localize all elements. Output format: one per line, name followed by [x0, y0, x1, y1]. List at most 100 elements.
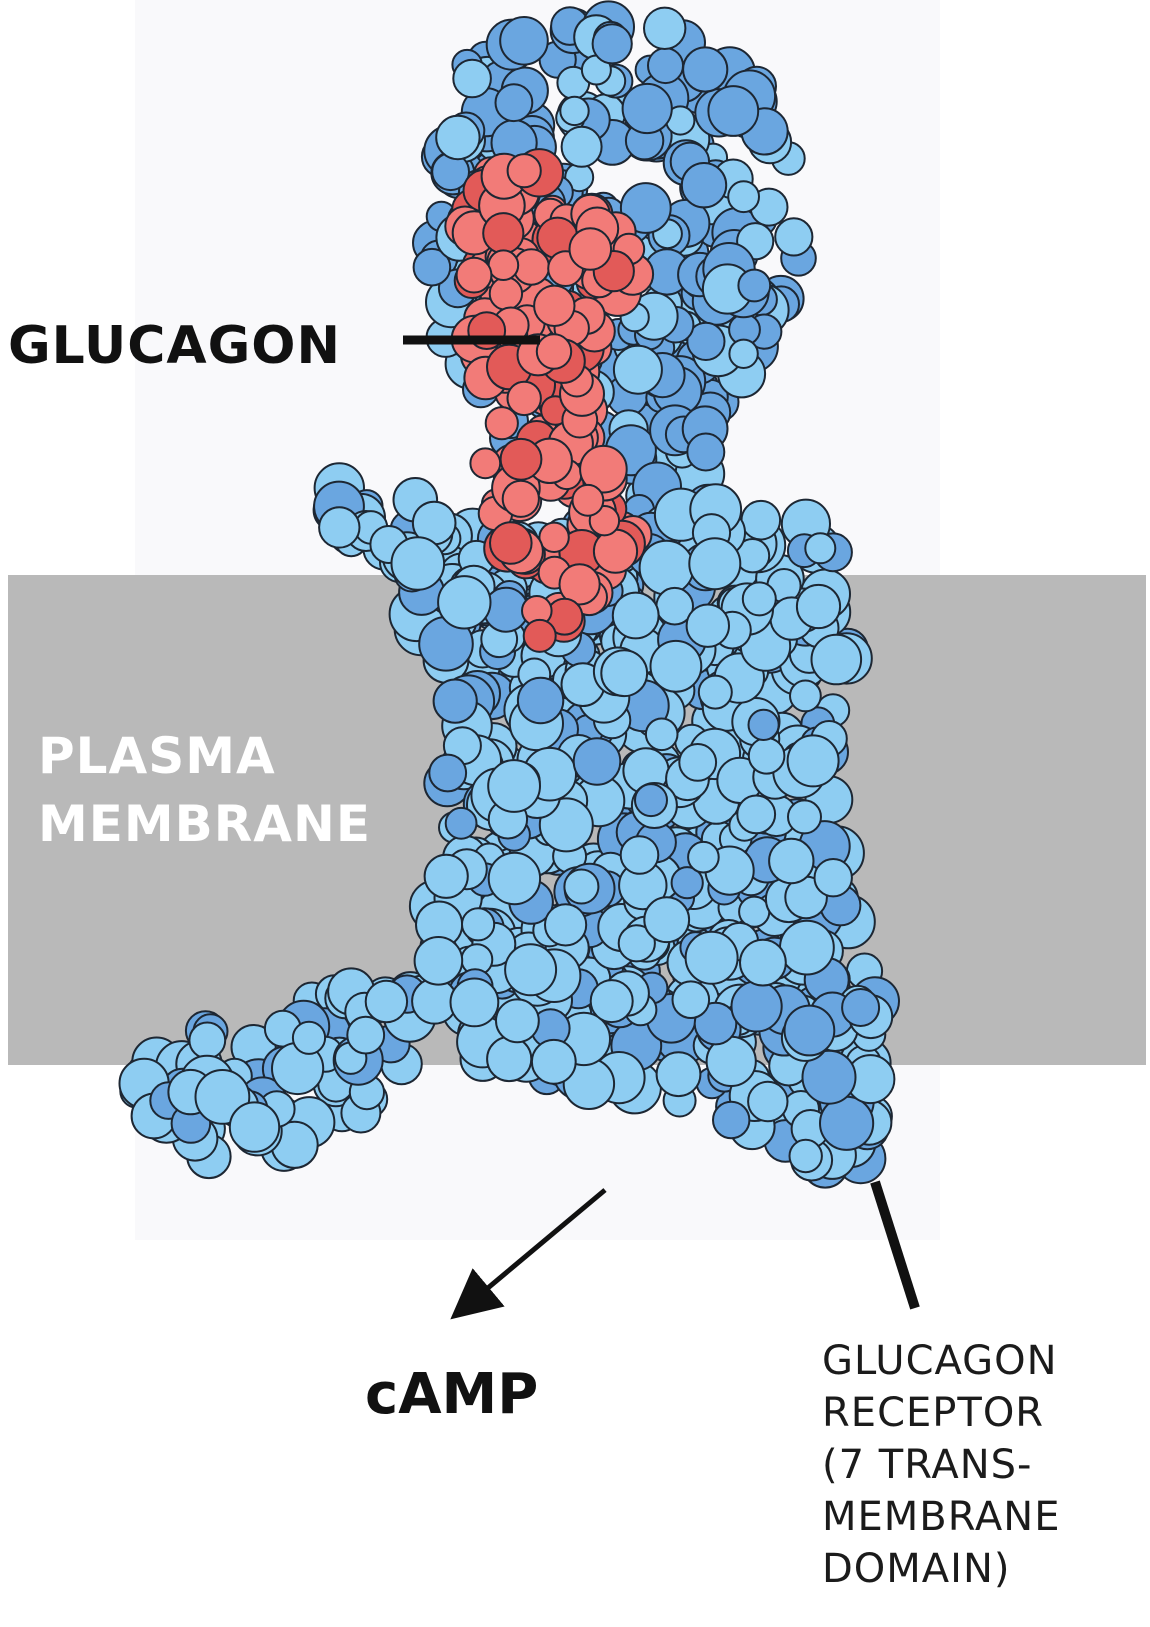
atom-sphere: [435, 114, 481, 161]
atom-sphere: [560, 125, 603, 168]
atom-sphere: [737, 268, 772, 303]
atom-sphere: [432, 678, 478, 724]
camp-arrow: [450, 1188, 607, 1320]
atom-sphere: [487, 249, 520, 282]
atom-sphere: [390, 536, 446, 591]
atom-sphere: [535, 333, 573, 370]
plasma-membrane-label: PLASMA MEMBRANE: [38, 727, 371, 853]
atom-sphere: [487, 851, 542, 906]
atom-sphere: [680, 162, 728, 209]
atom-sphere: [228, 1101, 281, 1153]
atom-sphere: [538, 521, 570, 553]
atom-sphere: [643, 896, 691, 944]
atom-sphere: [687, 840, 720, 874]
atom-sphere: [579, 444, 628, 494]
atom-sphere: [452, 58, 492, 99]
atom-sphere: [788, 1138, 823, 1174]
atom-sphere: [684, 930, 739, 985]
atom-sphere: [787, 799, 822, 835]
atom-sphere: [469, 447, 502, 480]
atom-sphere: [685, 603, 730, 648]
atom-sphere: [738, 895, 771, 928]
atom-sphere: [506, 380, 542, 417]
atom-sphere: [600, 649, 649, 698]
atom-sphere: [644, 717, 679, 752]
atom-sphere: [643, 6, 687, 50]
atom-sphere: [423, 853, 469, 899]
atom-sphere: [544, 903, 588, 947]
atom-sphere: [501, 479, 540, 518]
atom-sphere: [747, 708, 780, 742]
atom-sphere: [655, 1051, 702, 1098]
atom-sphere: [522, 618, 557, 653]
atom-sphere: [621, 82, 673, 135]
glucagon-label: GLUCAGON: [8, 316, 341, 376]
atom-sphere: [533, 284, 576, 327]
atom-sphere: [686, 432, 726, 472]
atom-sphere: [795, 583, 842, 630]
atom-sphere: [730, 980, 783, 1033]
atom-sphere: [530, 1038, 577, 1085]
atom-sphere: [558, 563, 601, 606]
atom-sphere: [591, 23, 633, 65]
glucagon-peptide: [444, 148, 655, 653]
atom-sphere: [494, 83, 534, 123]
atom-sphere: [188, 1021, 227, 1060]
atom-sphere: [728, 338, 759, 369]
atom-sphere: [568, 227, 613, 271]
atom-sphere: [789, 679, 822, 713]
atom-sphere: [727, 180, 760, 214]
receptor-pointer-line: [870, 1180, 920, 1310]
atom-sphere: [741, 581, 777, 617]
atom-sphere: [697, 674, 733, 710]
atom-sphere: [291, 1020, 327, 1055]
atom-sphere: [484, 406, 519, 441]
atom-sphere: [461, 907, 496, 942]
atom-sphere: [444, 806, 478, 840]
atom-sphere: [571, 483, 605, 517]
atom-sphere: [774, 217, 814, 257]
atom-sphere: [686, 321, 726, 361]
atom-sphere: [801, 1049, 857, 1105]
atom-sphere: [649, 639, 703, 693]
atom-sphere: [619, 182, 672, 234]
atom-sphere: [611, 591, 660, 640]
atom-sphere: [504, 943, 558, 997]
atom-sphere: [747, 1080, 789, 1123]
atom-sphere: [412, 247, 452, 287]
atom-sphere: [740, 499, 782, 541]
atom-sphere: [413, 936, 464, 986]
atom-sphere: [736, 794, 777, 835]
atom-sphere: [559, 95, 590, 127]
atom-sphere: [499, 16, 549, 66]
atom-sphere: [499, 437, 543, 481]
atom-sphere: [428, 753, 468, 793]
atom-sphere: [739, 938, 787, 987]
atom-sphere: [487, 759, 541, 813]
atom-sphere: [495, 998, 540, 1044]
atom-sphere: [589, 979, 634, 1024]
atom-sphere: [516, 676, 565, 725]
atom-sphere: [437, 575, 492, 630]
atom-sphere: [670, 866, 704, 900]
glucagon-receptor-label: GLUCAGON RECEPTOR (7 TRANS- MEMBRANE DOM…: [822, 1338, 1061, 1592]
atom-sphere: [707, 85, 760, 137]
atom-sphere: [682, 46, 729, 93]
atom-sphere: [638, 539, 695, 596]
atom-sphere: [612, 344, 663, 395]
camp-label: cAMP: [365, 1362, 539, 1427]
atom-sphere: [572, 737, 622, 786]
atom-sphere: [619, 835, 660, 875]
atom-sphere: [779, 919, 835, 976]
atom-sphere: [486, 1035, 533, 1083]
atom-sphere: [592, 528, 639, 574]
atom-sphere: [712, 1100, 751, 1140]
atom-sphere: [617, 924, 656, 963]
atom-sphere: [810, 633, 863, 686]
atom-sphere: [786, 734, 840, 788]
atom-sphere: [346, 1015, 386, 1055]
atom-sphere: [841, 988, 881, 1027]
atom-sphere: [634, 783, 668, 818]
atom-sphere: [813, 858, 853, 898]
